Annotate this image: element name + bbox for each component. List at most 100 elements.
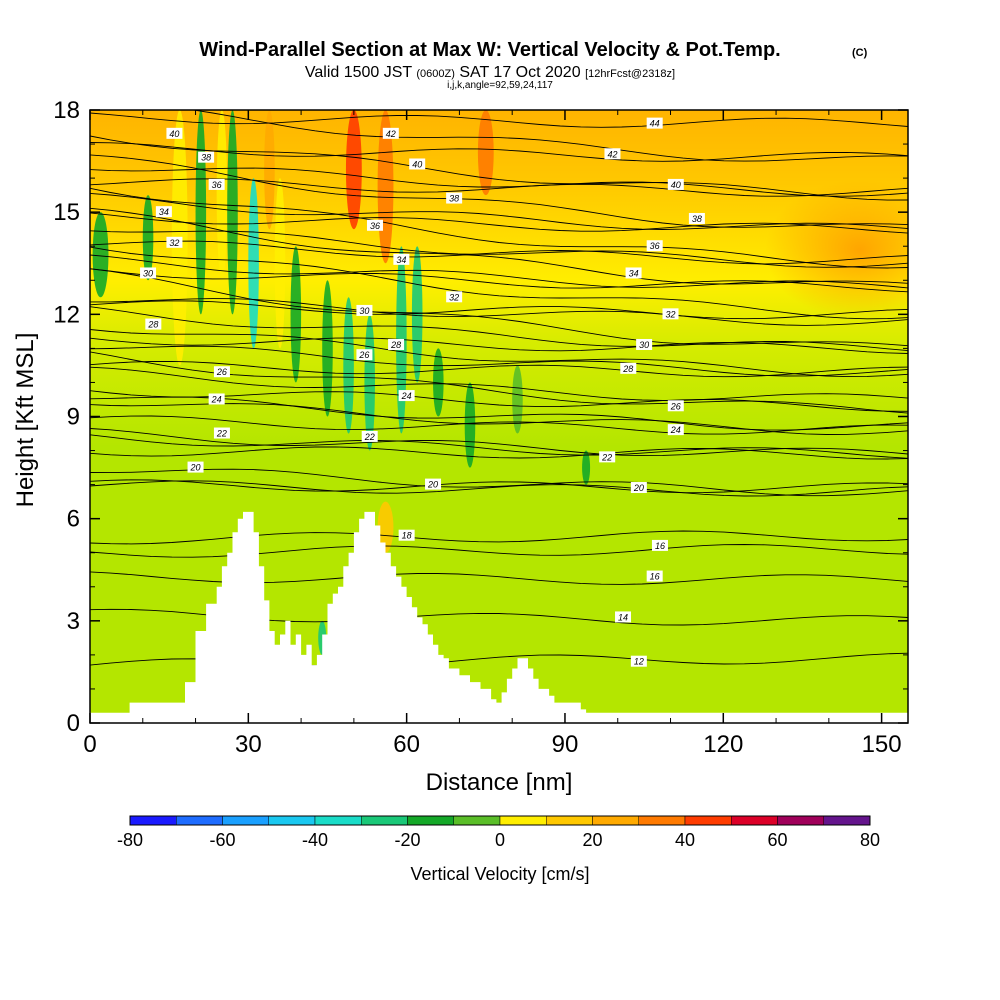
- x-axis-label: Distance [nm]: [426, 769, 573, 796]
- y-tick-label: 12: [53, 301, 80, 328]
- velocity-feature: [364, 314, 375, 451]
- theta-contour-line: [90, 112, 908, 128]
- theta-contour-line: [190, 110, 908, 162]
- velocity-feature: [464, 382, 476, 468]
- theta-contour-line: [90, 268, 908, 347]
- theta-contour-line: [90, 468, 908, 497]
- contour-label: 22: [601, 452, 612, 462]
- contour-label: 32: [449, 292, 459, 302]
- theta-contour-line: [90, 167, 908, 197]
- contour-label-bg: [688, 212, 705, 224]
- y-tick-label: 3: [67, 608, 80, 635]
- contour-label: 34: [629, 268, 639, 278]
- velocity-feature: [227, 110, 238, 315]
- contour-label-bg: [409, 158, 426, 170]
- velocity-feature: [512, 365, 523, 434]
- warm-region: [765, 180, 908, 320]
- colorbar-swatch: [129, 815, 177, 826]
- theta-contour-line: [90, 298, 908, 326]
- velocity-feature: [248, 178, 259, 349]
- colorbar-tick-label: -80: [117, 830, 143, 850]
- contour-label-bg: [145, 318, 162, 330]
- contour-label: 26: [216, 367, 227, 377]
- contour-label-bg: [187, 461, 204, 473]
- contour-label-bg: [615, 611, 632, 623]
- theta-contour-line: [90, 530, 908, 545]
- contour-label: 40: [169, 129, 179, 139]
- contour-label-bg: [667, 424, 684, 436]
- velocity-feature: [345, 110, 362, 230]
- y-tick-label: 6: [67, 506, 80, 533]
- contour-label-bg: [208, 178, 225, 190]
- colorbar-frame: [129, 815, 871, 826]
- contour-label: 40: [671, 180, 681, 190]
- colorbar-swatch: [407, 815, 454, 826]
- theta-contour-line: [90, 428, 908, 457]
- contour-label: 30: [359, 306, 369, 316]
- contour-label-bg: [382, 127, 399, 139]
- colorbar-swatch: [176, 815, 223, 826]
- x-tick-label: 30: [235, 731, 262, 758]
- contour-label: 26: [358, 350, 369, 360]
- theta-contour-line: [90, 246, 908, 320]
- velocity-feature: [195, 110, 207, 315]
- velocity-feature: [343, 297, 354, 434]
- theta-contour-line: [90, 306, 908, 352]
- contour-label-bg: [356, 349, 373, 361]
- colorbar-swatch: [546, 815, 593, 826]
- theta-contour-line: [90, 154, 908, 228]
- colorbar-swatch: [638, 815, 686, 826]
- contour-label: 38: [692, 214, 702, 224]
- theta-contour-line: [90, 544, 908, 558]
- subtitle-valid-line: Valid 1500 JST (0600Z) SAT 17 Oct 2020 […: [305, 64, 675, 81]
- contour-label-bg: [393, 253, 410, 265]
- colorbar-swatch: [592, 815, 639, 826]
- colorbar-tick-label: 0: [495, 830, 505, 850]
- contour-label-bg: [651, 539, 668, 551]
- contour-label: 36: [370, 221, 380, 231]
- y-tick-label: 0: [67, 710, 80, 737]
- velocity-feature: [377, 501, 394, 553]
- contour-label-bg: [636, 338, 653, 350]
- velocity-feature: [92, 212, 109, 298]
- theta-contour-line: [90, 390, 908, 412]
- colorbar-swatch: [823, 815, 871, 826]
- contour-label-bg: [361, 430, 378, 442]
- contour-label: 18: [402, 531, 412, 541]
- y-tick-label: 18: [53, 97, 80, 124]
- colorbar-tick-label: -40: [302, 830, 328, 850]
- velocity-feature: [582, 450, 591, 485]
- theta-contour-line: [90, 446, 908, 460]
- contour-label-bg: [446, 192, 463, 204]
- contour-label: 42: [607, 149, 617, 159]
- subtitle-date: SAT 17 Oct 2020: [459, 64, 580, 81]
- colorbar-swatch: [453, 815, 501, 826]
- contour-label-bg: [646, 570, 663, 582]
- theta-contour-line: [90, 187, 908, 269]
- contour-label-bg: [599, 451, 616, 463]
- y-tick-label: 15: [53, 199, 80, 226]
- contour-label: 28: [390, 340, 401, 350]
- theta-contour-line: [90, 415, 908, 435]
- theta-contour-line: [90, 479, 908, 494]
- theta-contour-line: [90, 360, 908, 378]
- theta-contour-line: [90, 135, 908, 201]
- colorbar-swatch: [314, 815, 362, 826]
- subtitle-valid: Valid 1500 JST: [305, 64, 413, 81]
- contour-label-bg: [662, 308, 679, 320]
- contour-label: 20: [633, 483, 644, 493]
- velocity-feature: [477, 110, 494, 196]
- x-tick-label: 60: [393, 731, 420, 758]
- contour-label: 22: [216, 429, 227, 439]
- contour-label-bg: [166, 127, 183, 139]
- contour-label: 30: [639, 340, 649, 350]
- contour-label-bg: [646, 240, 663, 252]
- subtitle-utc: (0600Z): [416, 68, 455, 80]
- colorbar-tick-label: 40: [675, 830, 695, 850]
- contour-label: 16: [650, 572, 660, 582]
- x-tick-label: 120: [703, 731, 743, 758]
- colorbar-swatch: [731, 815, 778, 826]
- x-tick-label: 150: [862, 731, 902, 758]
- contour-label-bg: [425, 478, 442, 490]
- theta-contour-line: [90, 366, 908, 401]
